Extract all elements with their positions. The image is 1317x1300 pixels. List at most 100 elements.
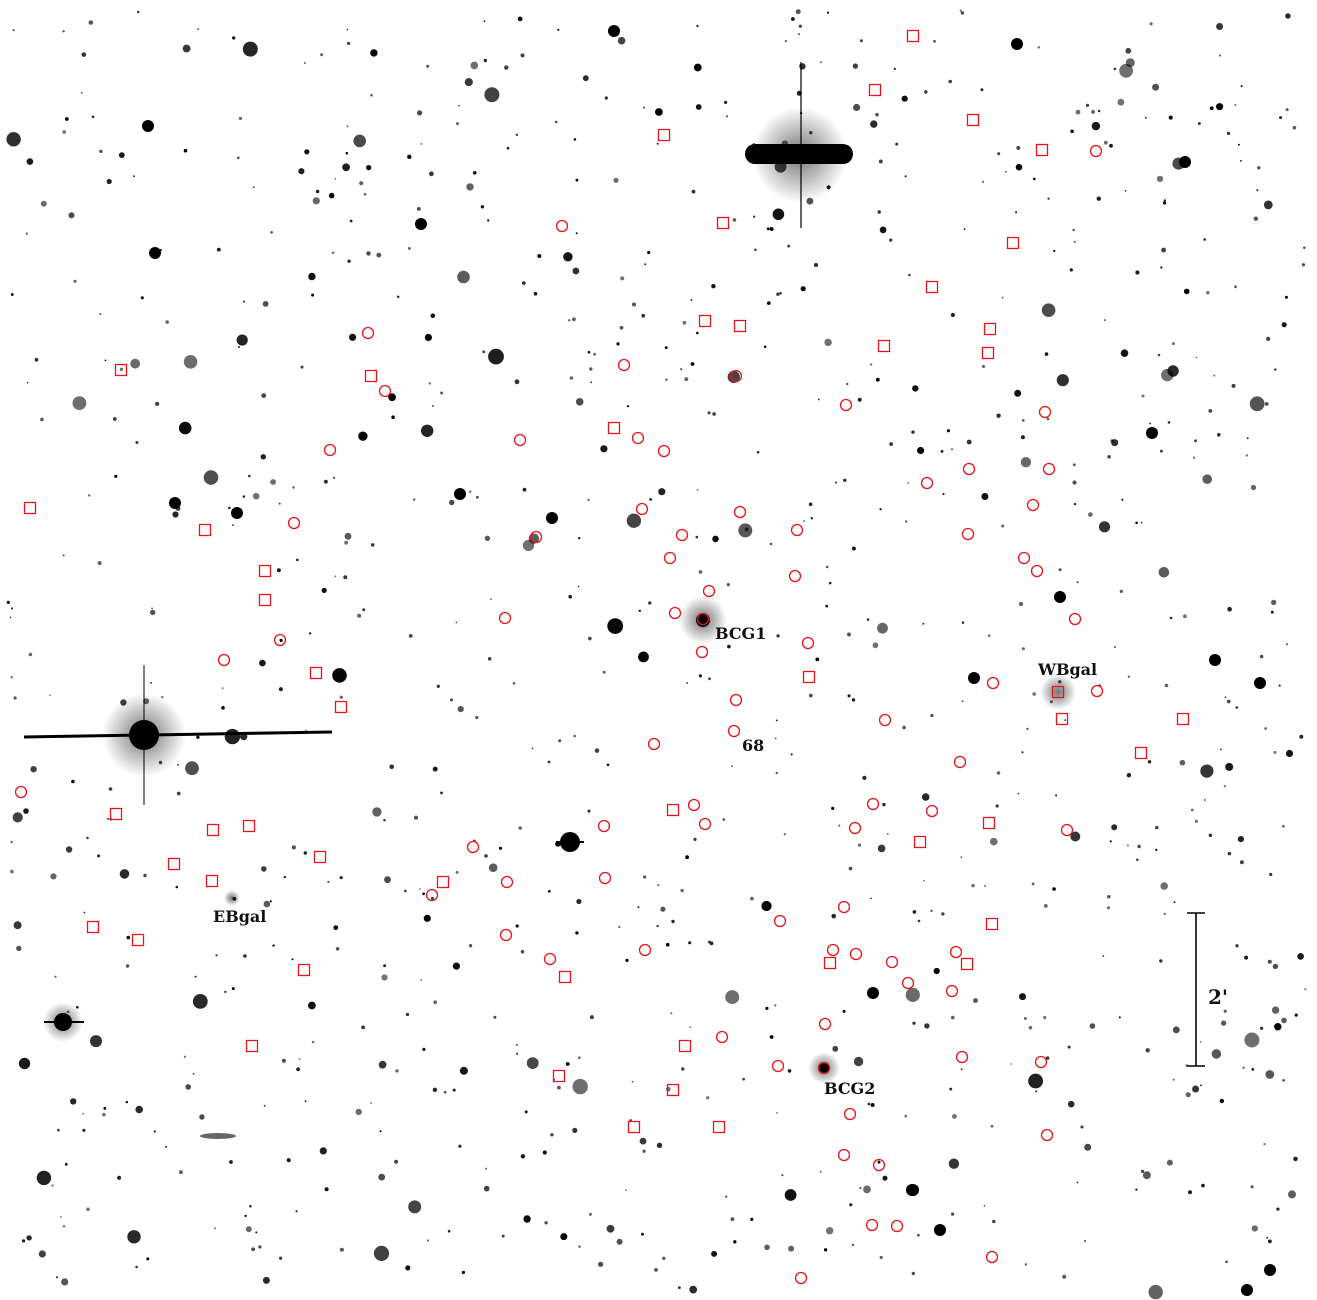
star <box>175 885 179 889</box>
star <box>488 348 504 365</box>
star <box>960 1068 963 1071</box>
star <box>656 142 659 145</box>
marker-circle <box>945 984 959 998</box>
star <box>1141 394 1145 398</box>
star <box>587 809 591 813</box>
star <box>458 105 460 107</box>
star <box>292 486 295 489</box>
star <box>426 1239 430 1242</box>
star <box>1111 824 1118 831</box>
star <box>1266 336 1271 341</box>
star <box>215 954 218 957</box>
marker-circle <box>961 527 975 541</box>
star <box>655 108 663 116</box>
star <box>70 1098 77 1105</box>
star <box>810 517 813 520</box>
star <box>1043 1015 1047 1020</box>
star <box>879 1255 883 1260</box>
star <box>236 334 248 346</box>
star <box>695 104 702 110</box>
star <box>10 840 13 844</box>
star <box>756 450 760 454</box>
star <box>518 826 522 830</box>
star <box>355 1108 362 1116</box>
marker-circle <box>687 798 701 812</box>
star <box>99 149 103 153</box>
star <box>370 94 373 97</box>
star <box>1235 944 1239 948</box>
star <box>1031 882 1035 886</box>
star <box>1203 799 1206 801</box>
star <box>60 1216 62 1218</box>
star <box>987 634 991 637</box>
star <box>346 28 349 31</box>
star <box>961 700 964 703</box>
bright-star <box>906 1184 918 1196</box>
star <box>270 479 276 485</box>
star <box>334 178 337 180</box>
star <box>1148 1284 1163 1300</box>
star <box>133 175 135 178</box>
star <box>278 687 283 692</box>
marker-circle <box>794 1271 808 1285</box>
star <box>557 28 560 31</box>
star <box>761 900 772 912</box>
star <box>199 1114 205 1120</box>
star <box>412 498 416 501</box>
star <box>808 502 813 507</box>
marker-circle <box>498 611 512 625</box>
star <box>394 1159 399 1164</box>
star <box>488 863 498 872</box>
star <box>30 766 37 773</box>
marker-circle <box>727 724 741 738</box>
star <box>270 231 273 234</box>
marker-square <box>309 666 323 680</box>
star <box>733 1240 737 1244</box>
star <box>395 1069 399 1073</box>
marker-circle <box>361 326 375 340</box>
star <box>1173 901 1176 904</box>
star <box>848 866 853 871</box>
marker-square <box>1051 685 1065 699</box>
star <box>262 1276 270 1284</box>
star <box>304 149 310 155</box>
star <box>506 146 510 150</box>
star <box>587 636 592 641</box>
star <box>983 1205 986 1207</box>
star <box>769 227 774 231</box>
star <box>242 495 246 498</box>
star <box>711 1250 718 1257</box>
star <box>18 1057 31 1070</box>
star <box>127 1230 141 1244</box>
marker-square <box>114 363 128 377</box>
star <box>64 117 69 121</box>
marker-square <box>716 216 730 230</box>
star <box>62 30 65 33</box>
star <box>362 608 366 612</box>
marker-circle <box>1060 823 1074 837</box>
star <box>447 1229 451 1233</box>
bright-star <box>546 512 558 524</box>
star <box>1285 13 1291 19</box>
star <box>373 1245 390 1261</box>
star <box>13 921 22 930</box>
star <box>912 910 917 914</box>
star <box>1286 643 1288 646</box>
star <box>36 1170 52 1186</box>
star <box>224 990 227 994</box>
marker-square <box>297 963 311 977</box>
star <box>1155 848 1158 852</box>
star <box>1267 959 1272 964</box>
star <box>788 1245 795 1252</box>
star <box>456 122 459 126</box>
star <box>1301 263 1306 267</box>
star <box>408 1200 422 1214</box>
star <box>12 29 15 32</box>
star <box>533 292 538 296</box>
star <box>1194 819 1198 823</box>
star <box>480 205 485 209</box>
star <box>470 61 479 70</box>
star <box>1056 374 1069 387</box>
marker-square <box>198 523 212 537</box>
star <box>857 397 862 402</box>
